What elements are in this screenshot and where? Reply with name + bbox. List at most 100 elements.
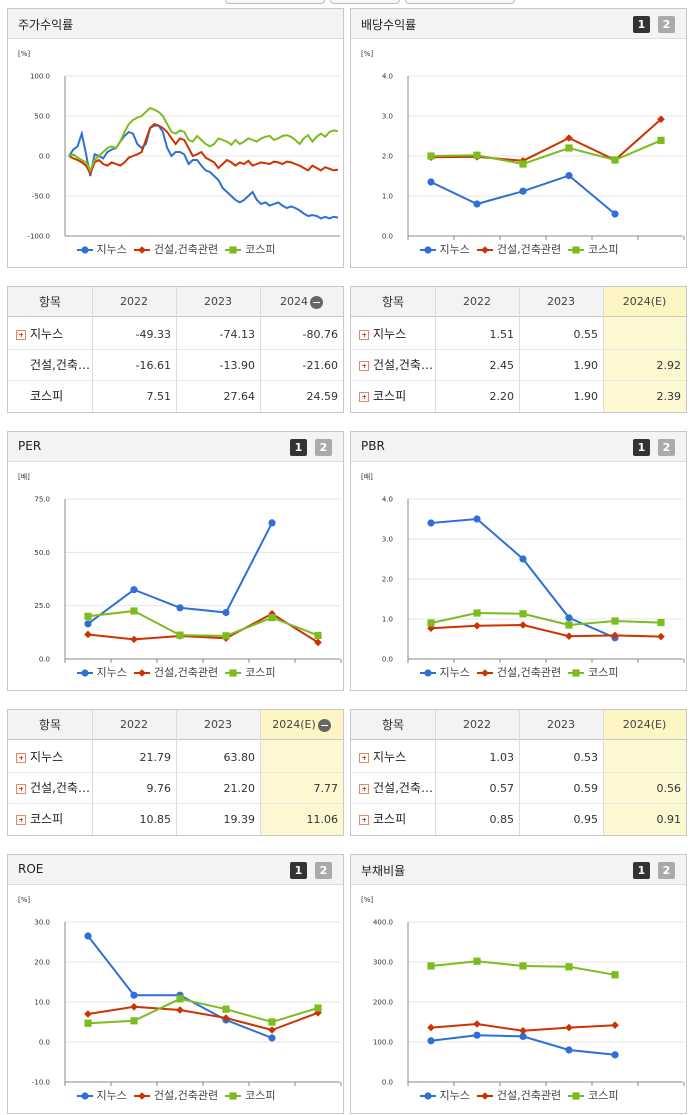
series-2-point	[473, 1020, 481, 1028]
chart-plot: [%]30.020.010.00.0-10.020192020202120222…	[18, 896, 342, 1087]
page-button-1[interactable]: 1	[633, 16, 650, 33]
page-button-2[interactable]: 2	[315, 439, 332, 456]
table-header: 항목 2022 2023 2024(E)	[8, 710, 343, 740]
unit-label: [배]	[18, 472, 30, 481]
legend-marker-icon	[476, 246, 493, 254]
series-3-point	[565, 621, 573, 629]
series-2-point	[130, 1003, 138, 1011]
y-tick-label: 100.0	[30, 73, 50, 81]
value-cell: 2.92	[656, 359, 682, 372]
chart-title: 주가수익률	[18, 18, 74, 32]
value-cell: -49.33	[135, 328, 171, 341]
chart-plot: [배]75.050.025.00.02019202020212022202320…	[18, 472, 342, 663]
series-2-point	[519, 621, 527, 629]
expand-plus-icon[interactable]	[359, 814, 369, 825]
expand-plus-icon[interactable]	[359, 752, 369, 763]
legend-label: 건설,건축관련	[153, 243, 219, 256]
series-3-point	[84, 612, 92, 620]
header-cell: 2024(E)	[260, 710, 343, 740]
y-tick-label: 30.0	[34, 919, 50, 927]
page-button-2[interactable]: 2	[315, 862, 332, 879]
page-button-2[interactable]: 2	[658, 16, 675, 33]
expand-plus-icon[interactable]	[359, 329, 369, 340]
series-1-point	[176, 604, 184, 612]
collapse-minus-icon[interactable]	[317, 718, 331, 732]
y-tick-label: 50.0	[34, 113, 50, 121]
series-line-2	[87, 612, 319, 644]
series-3-point	[427, 152, 435, 160]
series-3-point	[473, 151, 481, 159]
expand-plus-icon[interactable]	[16, 783, 26, 794]
expand-plus-icon[interactable]	[16, 814, 26, 825]
series-3-point	[130, 607, 138, 615]
series-line-3	[87, 997, 319, 1025]
series-3-point	[473, 957, 481, 965]
y-tick-label: 2.0	[382, 153, 393, 161]
page-button-1[interactable]: 1	[633, 439, 650, 456]
series-2-point	[611, 631, 619, 640]
y-tick-label: 200.0	[373, 999, 393, 1007]
table-row: 코스피 7.51 27.64 24.59	[8, 381, 343, 412]
expand-plus-icon[interactable]	[359, 783, 369, 794]
page-button-2[interactable]: 2	[658, 439, 675, 456]
data-table-per: 항목 2022 2023 2024(E) 지누스 21.79 63.80 건설,건축… 9.76…	[7, 709, 344, 836]
expand-plus-icon[interactable]	[359, 360, 369, 371]
header-label: 2023	[204, 295, 232, 308]
value-cell: 7.51	[146, 390, 172, 403]
series-1-point	[427, 178, 435, 186]
page-button-2[interactable]: 2	[658, 862, 675, 879]
chart-panel-per: PER12[배]75.050.025.00.020192020202120222…	[7, 431, 344, 691]
row-label: 코스피	[373, 389, 407, 403]
y-tick-label: 50.0	[34, 549, 50, 557]
legend-label: 코스피	[588, 1089, 619, 1102]
y-tick-label: 300.0	[373, 959, 393, 967]
header-cell: 2023	[176, 287, 260, 317]
legend-item: 지누스	[76, 241, 127, 257]
row-label: 코스피	[373, 812, 407, 826]
y-tick-label: -10.0	[32, 1079, 50, 1087]
table-row: 코스피 10.85 19.39 11.06	[8, 804, 343, 835]
header-label: 2023	[547, 718, 575, 731]
legend-item: 건설,건축관련	[133, 1087, 218, 1103]
chart-plot: [배]4.03.02.01.00.02019202020212022202320…	[361, 472, 685, 663]
y-tick-label: 400.0	[373, 919, 393, 927]
series-2-point	[427, 1023, 435, 1032]
series-3-point	[130, 1017, 138, 1025]
row-label: 지누스	[30, 750, 64, 764]
legend-marker-icon	[225, 1092, 242, 1100]
header-cell: 2023	[519, 710, 603, 740]
chart-panel-stock: 주가수익률[%]100.050.00.0-50.0-100.02019/10/3…	[7, 8, 344, 268]
chart-legend: 지누스 건설,건축관련 코스피	[8, 241, 343, 257]
page-button-1[interactable]: 1	[290, 439, 307, 456]
series-2-point	[268, 1026, 276, 1034]
value-cell: 21.79	[139, 751, 172, 764]
expand-plus-icon[interactable]	[16, 329, 26, 340]
header-cell: 항목	[351, 287, 435, 317]
unit-label: [%]	[361, 50, 373, 58]
value-cell: 0.59	[573, 782, 599, 795]
legend-label: 지누스	[96, 666, 127, 679]
value-cell	[260, 742, 338, 773]
y-tick-label: 1.0	[382, 193, 393, 201]
expand-plus-icon[interactable]	[359, 391, 369, 402]
collapse-minus-icon[interactable]	[310, 295, 323, 309]
page-button-1[interactable]: 1	[290, 862, 307, 879]
series-3-point	[222, 632, 230, 640]
chart-panel-debt: 부채비율12[%]400.0300.0200.0100.00.020192020…	[350, 854, 687, 1114]
legend-item: 건설,건축관련	[476, 664, 561, 680]
page-button-1[interactable]: 1	[633, 862, 650, 879]
value-cell: 10.85	[139, 813, 172, 826]
y-tick-label: 4.0	[382, 496, 393, 504]
unit-label: [배]	[361, 472, 373, 481]
expand-plus-icon[interactable]	[16, 752, 26, 763]
legend-label: 코스피	[245, 243, 276, 256]
table-header: 항목 2022 2023 2024(E)	[351, 710, 686, 740]
chart-legend: 지누스 건설,건축관련 코스피	[8, 1087, 343, 1103]
value-cell	[603, 319, 681, 350]
legend-item: 건설,건축관련	[133, 241, 218, 257]
row-label: 건설,건축…	[30, 781, 90, 795]
series-2-point	[611, 1021, 619, 1029]
row-label: 지누스	[30, 327, 64, 341]
value-cell: 21.20	[223, 782, 256, 795]
top-tab-fragment	[405, 0, 515, 4]
